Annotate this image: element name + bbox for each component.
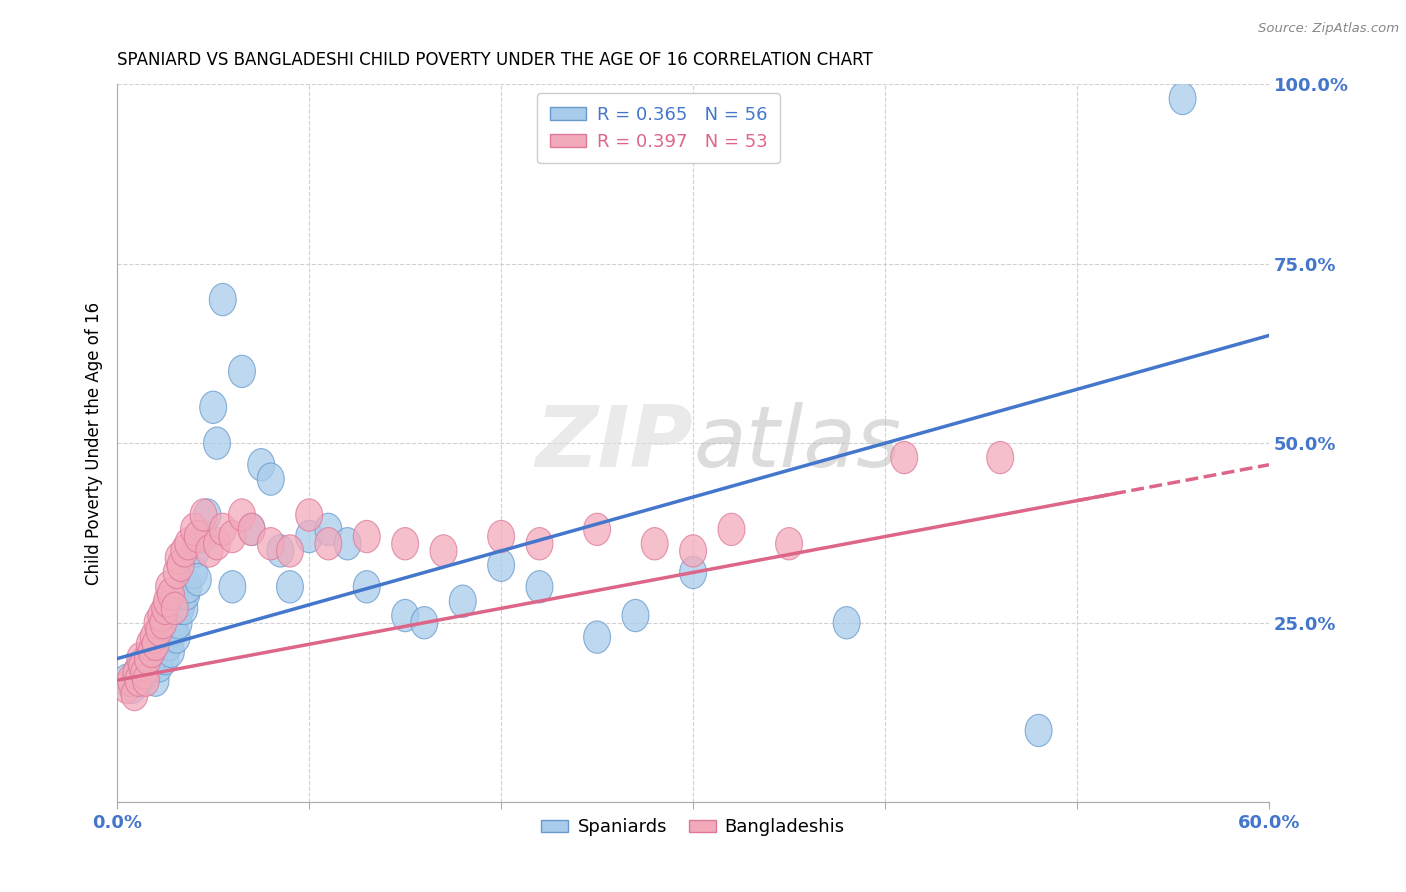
Legend: Spaniards, Bangladeshis: Spaniards, Bangladeshis (534, 811, 852, 844)
Text: Source: ZipAtlas.com: Source: ZipAtlas.com (1258, 22, 1399, 36)
Text: atlas: atlas (693, 401, 901, 484)
Y-axis label: Child Poverty Under the Age of 16: Child Poverty Under the Age of 16 (86, 301, 103, 585)
Text: ZIP: ZIP (536, 401, 693, 484)
Text: SPANIARD VS BANGLADESHI CHILD POVERTY UNDER THE AGE OF 16 CORRELATION CHART: SPANIARD VS BANGLADESHI CHILD POVERTY UN… (117, 51, 873, 69)
